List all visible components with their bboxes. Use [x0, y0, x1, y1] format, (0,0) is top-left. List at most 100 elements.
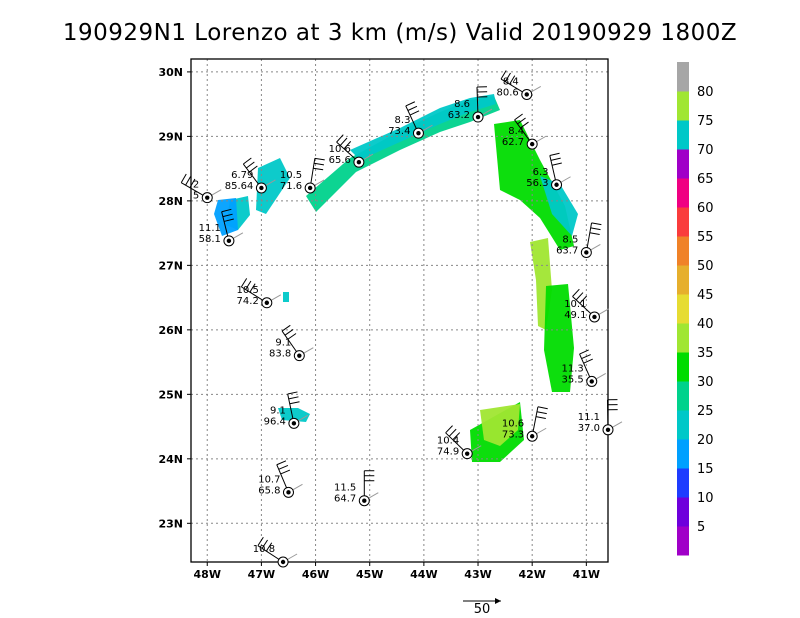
- point-center: [475, 114, 481, 120]
- reference-vector-label: 50: [474, 602, 491, 617]
- point-label: 9.1: [270, 405, 286, 416]
- colorbar-label: 75: [697, 114, 714, 129]
- y-tick-label: 26N: [158, 324, 183, 337]
- wind-barb-flag: [221, 208, 232, 213]
- wind-barb-flag: [222, 213, 233, 218]
- wind-barb-flag: [549, 152, 560, 157]
- point-label-2: 65.6: [329, 155, 351, 166]
- wind-barb-flag: [581, 354, 591, 360]
- point-label: 8.4: [503, 76, 519, 87]
- x-tick-label: 43W: [464, 568, 491, 581]
- observation-point: 8.480.6: [497, 70, 542, 100]
- wind-barb-flag: [537, 406, 548, 410]
- colorbar-segment: [677, 62, 689, 92]
- colorbar-segment: [677, 526, 689, 556]
- point-label-2: 56.3: [526, 178, 548, 189]
- wind-barb-flag: [517, 117, 526, 125]
- colorbar-segment: [677, 207, 689, 237]
- wind-barb-flag: [551, 162, 562, 166]
- point-center: [605, 427, 611, 433]
- wind-barb-flag: [240, 278, 248, 288]
- point-center: [264, 300, 270, 305]
- colorbar-segment: [677, 120, 689, 150]
- wind-barb-flag: [261, 539, 268, 549]
- point-label-2: 37.0: [578, 423, 600, 434]
- colorbar-label: 30: [697, 375, 714, 390]
- point-center: [286, 490, 291, 495]
- point-label-2: 5: [193, 191, 199, 202]
- wind-field-region-2: [256, 158, 290, 214]
- wind-barb-flag: [536, 411, 547, 415]
- point-center: [226, 238, 232, 244]
- observation-point: 10.765.8: [258, 460, 303, 498]
- wind-barb-flag: [575, 292, 584, 301]
- wind-barb-flag: [550, 157, 561, 161]
- x-tick-label: 46W: [302, 568, 329, 581]
- point-label: 6.3: [533, 167, 549, 178]
- observation-point: 8.563.7: [556, 222, 602, 258]
- point-center: [297, 353, 302, 358]
- axis-ticks: 48W 47W 46W 45W 44W 43W 42W 41W 23N 24N 25N 26N 27N 2…: [158, 66, 600, 581]
- wind-barb-flag: [409, 110, 420, 116]
- y-tick-label: 29N: [158, 130, 183, 143]
- observation-point: 11.335.5: [561, 349, 607, 387]
- point-center: [291, 421, 297, 426]
- x-tick-label: 47W: [248, 568, 275, 581]
- point-label: 10.4: [437, 436, 459, 447]
- point-label: 8.4: [508, 126, 524, 137]
- wind-barb-flag: [452, 432, 461, 441]
- wind-barb-flag: [500, 70, 507, 80]
- wind-barb-flag: [249, 165, 258, 173]
- colorbar-label: 40: [697, 317, 714, 332]
- wind-barb-flag: [514, 113, 523, 121]
- wind-barb-flag: [313, 167, 324, 171]
- colorbar-label: 5: [697, 520, 705, 535]
- colorbar-label: 50: [697, 259, 714, 274]
- point-label: 11.3: [561, 363, 583, 374]
- point-label-2: 71.6: [280, 181, 302, 192]
- wind-barb-flag: [579, 349, 589, 355]
- point-label: 10.6: [502, 418, 524, 429]
- point-label: 10.6: [329, 144, 351, 155]
- wind-barb-flag: [185, 176, 192, 186]
- wind-barb-flag: [249, 283, 256, 293]
- colorbar-label: 25: [697, 404, 714, 419]
- wind-barb-flag: [590, 227, 601, 231]
- point-label: 11.1: [199, 223, 221, 234]
- colorbar-label: 10: [697, 491, 714, 506]
- wind-field-shading: [214, 94, 578, 462]
- wind-barb-flag: [257, 537, 264, 546]
- point-center: [529, 141, 535, 147]
- point-label: 10.8: [253, 544, 275, 555]
- wind-barb-flag: [448, 428, 457, 437]
- colorbar-label: 60: [697, 201, 714, 216]
- point-center: [280, 559, 286, 565]
- wind-barb-flag: [189, 178, 196, 188]
- point-label-2: 96.4: [264, 416, 286, 427]
- point-center: [259, 185, 264, 191]
- point-label: 8.5: [562, 234, 578, 245]
- colorbar-segment: [677, 91, 689, 121]
- colorbar-segment: [677, 381, 689, 411]
- colorbar-segment: [677, 265, 689, 295]
- wind-barb-flag: [339, 137, 348, 146]
- wind-barb-flag: [405, 101, 416, 107]
- observation-point: 11.564.7: [334, 470, 379, 507]
- wind-barb-flag: [281, 324, 291, 332]
- point-center: [356, 159, 362, 165]
- wind-barb-flag: [180, 173, 187, 183]
- wind-barb-flag: [445, 425, 453, 434]
- reference-vector: 50: [463, 598, 501, 617]
- wind-barb-flag: [509, 75, 516, 85]
- colorbar-segment: [677, 497, 689, 527]
- point-label-2: 74.9: [437, 447, 459, 458]
- point-label: 2: [193, 180, 199, 191]
- x-tick-label: 44W: [410, 568, 437, 581]
- point-label: 11.1: [578, 412, 600, 423]
- wind-barb-flag: [287, 333, 297, 340]
- chart-title: 190929N1 Lorenzo at 3 km (m/s) Valid 201…: [63, 20, 737, 46]
- colorbar-segment: [677, 352, 689, 382]
- observation-point: 8.462.7: [502, 113, 547, 150]
- observation-point: 10.673.3: [502, 406, 548, 442]
